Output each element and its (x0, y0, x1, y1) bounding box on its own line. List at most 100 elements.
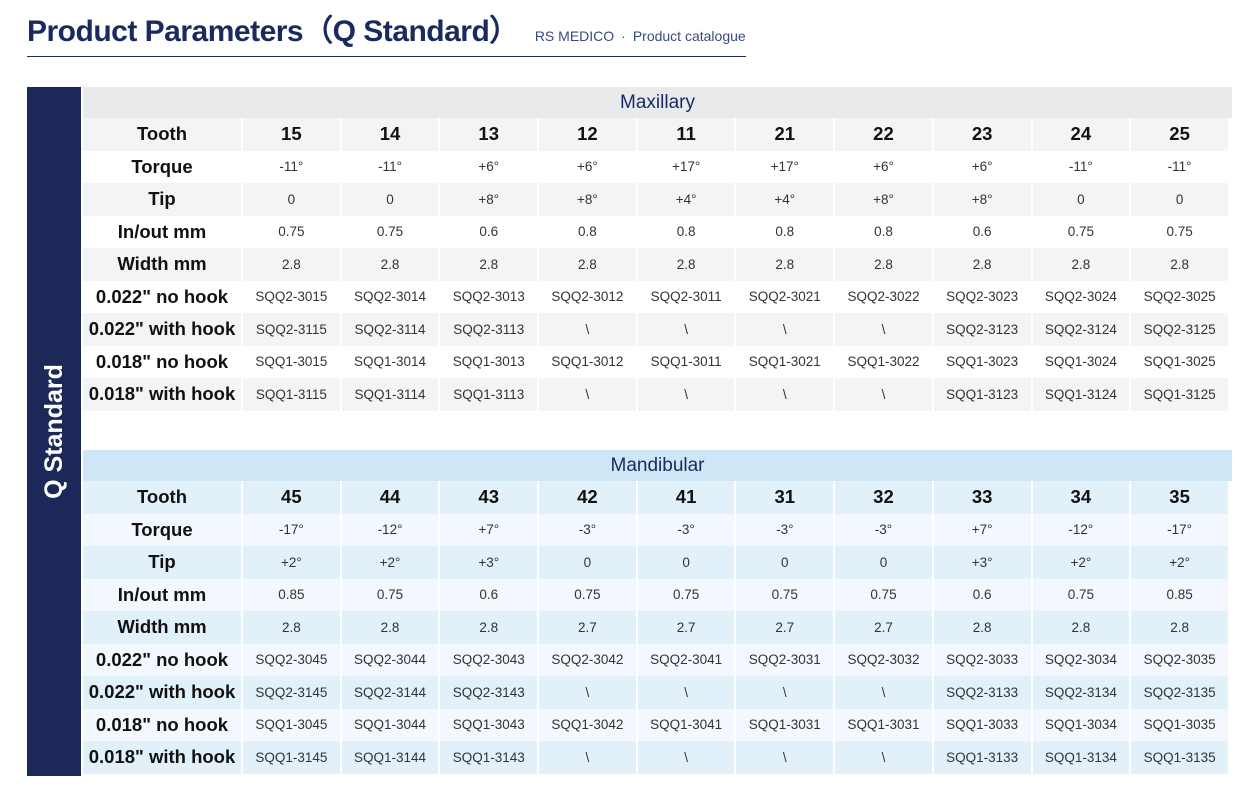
table-cell: SQQ1-3015 (243, 345, 340, 378)
table-cell: 0.6 (440, 215, 538, 248)
table-cell: 11 (637, 118, 735, 151)
table-cell: +8° (933, 183, 1031, 216)
table-cell: 0 (835, 546, 932, 579)
page-header: Product Parameters（Q Standard） RS MEDICO… (27, 6, 746, 57)
table-cell: 41 (637, 481, 735, 514)
table-cell: 2.8 (1032, 248, 1130, 281)
table-cell: 2.8 (243, 611, 340, 644)
row-label: 0.022" with hook (83, 676, 241, 709)
table-cell: SQQ2-3114 (341, 313, 439, 346)
table-cell: 0.85 (243, 578, 340, 611)
table-cell: SQQ1-3013 (440, 345, 538, 378)
maxillary-title: Maxillary (83, 87, 1232, 118)
row-label: Torque (83, 513, 241, 546)
table-cell: SQQ2-3042 (539, 643, 636, 676)
table-cell: +6° (440, 150, 538, 183)
row-label: Width mm (83, 248, 241, 281)
table-row: 0.022" no hook SQQ2-3045 SQQ2-3044 SQQ2-304… (83, 643, 1228, 676)
table-cell: SQQ1-3134 (1032, 741, 1130, 774)
table-cell: -11° (1032, 150, 1130, 183)
row-label: In/out mm (83, 215, 241, 248)
table-cell: -17° (1131, 513, 1228, 546)
table-cell: SQQ2-3123 (933, 313, 1031, 346)
table-cell: \ (637, 313, 735, 346)
table-row: Torque -11° -11° +6° +6° +17° +17° +6° +6° -11° -1… (83, 150, 1228, 183)
table-cell: 2.8 (440, 611, 538, 644)
table-cell: SQQ2-3024 (1032, 280, 1130, 313)
table-cell: SQQ2-3012 (539, 280, 636, 313)
table-cell: 0.8 (539, 215, 636, 248)
table-cell: 23 (933, 118, 1031, 151)
brand-name: RS MEDICO (534, 28, 615, 44)
table-cell: 24 (1032, 118, 1130, 151)
table-row: 0.018" no hook SQQ1-3045 SQQ1-3044 SQQ1-304… (83, 708, 1228, 741)
table-cell: 25 (1131, 118, 1228, 151)
table-cell: -17° (243, 513, 340, 546)
row-label: In/out mm (83, 578, 241, 611)
table-row: 0.022" with hook SQQ2-3115 SQQ2-3114 SQQ2-3… (83, 313, 1228, 346)
table-cell: 2.8 (341, 611, 439, 644)
table-cell: -3° (637, 513, 735, 546)
table-cell: -3° (835, 513, 932, 546)
table-cell: \ (835, 676, 932, 709)
table-cell: 0 (243, 183, 340, 216)
table-cell: 35 (1131, 481, 1228, 514)
table-cell: 0.8 (835, 215, 932, 248)
table-cell: +4° (736, 183, 834, 216)
table-cell: SQQ2-3135 (1131, 676, 1228, 709)
row-label: 0.022" with hook (83, 313, 241, 346)
table-cell: SQQ2-3015 (243, 280, 340, 313)
table-cell: SQQ2-3044 (341, 643, 439, 676)
table-cell: 43 (440, 481, 538, 514)
table-cell: SQQ1-3021 (736, 345, 834, 378)
table-cell: 2.7 (637, 611, 735, 644)
table-cell: 0.8 (637, 215, 735, 248)
table-cell: \ (539, 741, 636, 774)
table-cell: \ (736, 378, 834, 411)
table-cell: +3° (440, 546, 538, 579)
table-cell: SQQ1-3024 (1032, 345, 1130, 378)
table-cell: SQQ2-3023 (933, 280, 1031, 313)
table-cell: +7° (933, 513, 1031, 546)
table-cell: 22 (835, 118, 932, 151)
row-label: Width mm (83, 611, 241, 644)
table-cell: SQQ2-3113 (440, 313, 538, 346)
table-cell: +17° (637, 150, 735, 183)
table-cell: SQQ2-3115 (243, 313, 340, 346)
table-cell: -12° (341, 513, 439, 546)
row-label: 0.018" no hook (83, 345, 241, 378)
table-cell: 0.75 (539, 578, 636, 611)
table-cell: 2.8 (736, 248, 834, 281)
table-cell: SQQ1-3023 (933, 345, 1031, 378)
table-cell: SQQ2-3134 (1032, 676, 1130, 709)
table-row: 0.022" no hook SQQ2-3015 SQQ2-3014 SQQ2-301… (83, 280, 1228, 313)
table-cell: -11° (1131, 150, 1228, 183)
table-row: 0.018" with hook SQQ1-3115 SQQ1-3114 SQQ1-3… (83, 378, 1228, 411)
table-cell: +6° (835, 150, 932, 183)
table-cell: -3° (736, 513, 834, 546)
mandibular-table: Tooth 45 44 43 42 41 31 32 33 34 35 Torque -17° -12° +… (81, 481, 1230, 774)
table-row: Tooth 15 14 13 12 11 21 22 23 24 25 (83, 118, 1228, 151)
table-cell: \ (637, 741, 735, 774)
row-label: 0.022" no hook (83, 280, 241, 313)
table-cell: 0 (637, 546, 735, 579)
table-cell: SQQ2-3124 (1032, 313, 1130, 346)
table-cell: SQQ1-3011 (637, 345, 735, 378)
row-label: 0.018" with hook (83, 378, 241, 411)
table-cell: SQQ2-3025 (1131, 280, 1228, 313)
table-cell: +2° (1032, 546, 1130, 579)
row-label: Tooth (83, 118, 241, 151)
catalogue-label: Product catalogue (632, 28, 746, 44)
table-cell: 32 (835, 481, 932, 514)
table-cell: -11° (243, 150, 340, 183)
table-cell: SQQ1-3124 (1032, 378, 1130, 411)
table-cell: 2.8 (637, 248, 735, 281)
table-cell: SQQ1-3044 (341, 708, 439, 741)
table-cell: 15 (243, 118, 340, 151)
table-cell: +3° (933, 546, 1031, 579)
table-cell: 31 (736, 481, 834, 514)
table-cell: 2.8 (933, 248, 1031, 281)
mandibular-section: Mandibular Tooth 45 44 43 42 41 31 32 33 34 35 Torq… (83, 450, 1232, 774)
table-row: In/out mm 0.85 0.75 0.6 0.75 0.75 0.75 0.75 0.6 0… (83, 578, 1228, 611)
table-cell: \ (835, 741, 932, 774)
